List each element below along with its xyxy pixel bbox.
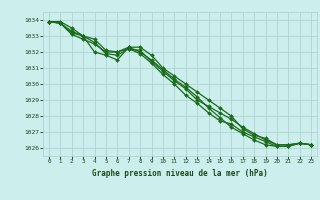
- X-axis label: Graphe pression niveau de la mer (hPa): Graphe pression niveau de la mer (hPa): [92, 169, 268, 178]
